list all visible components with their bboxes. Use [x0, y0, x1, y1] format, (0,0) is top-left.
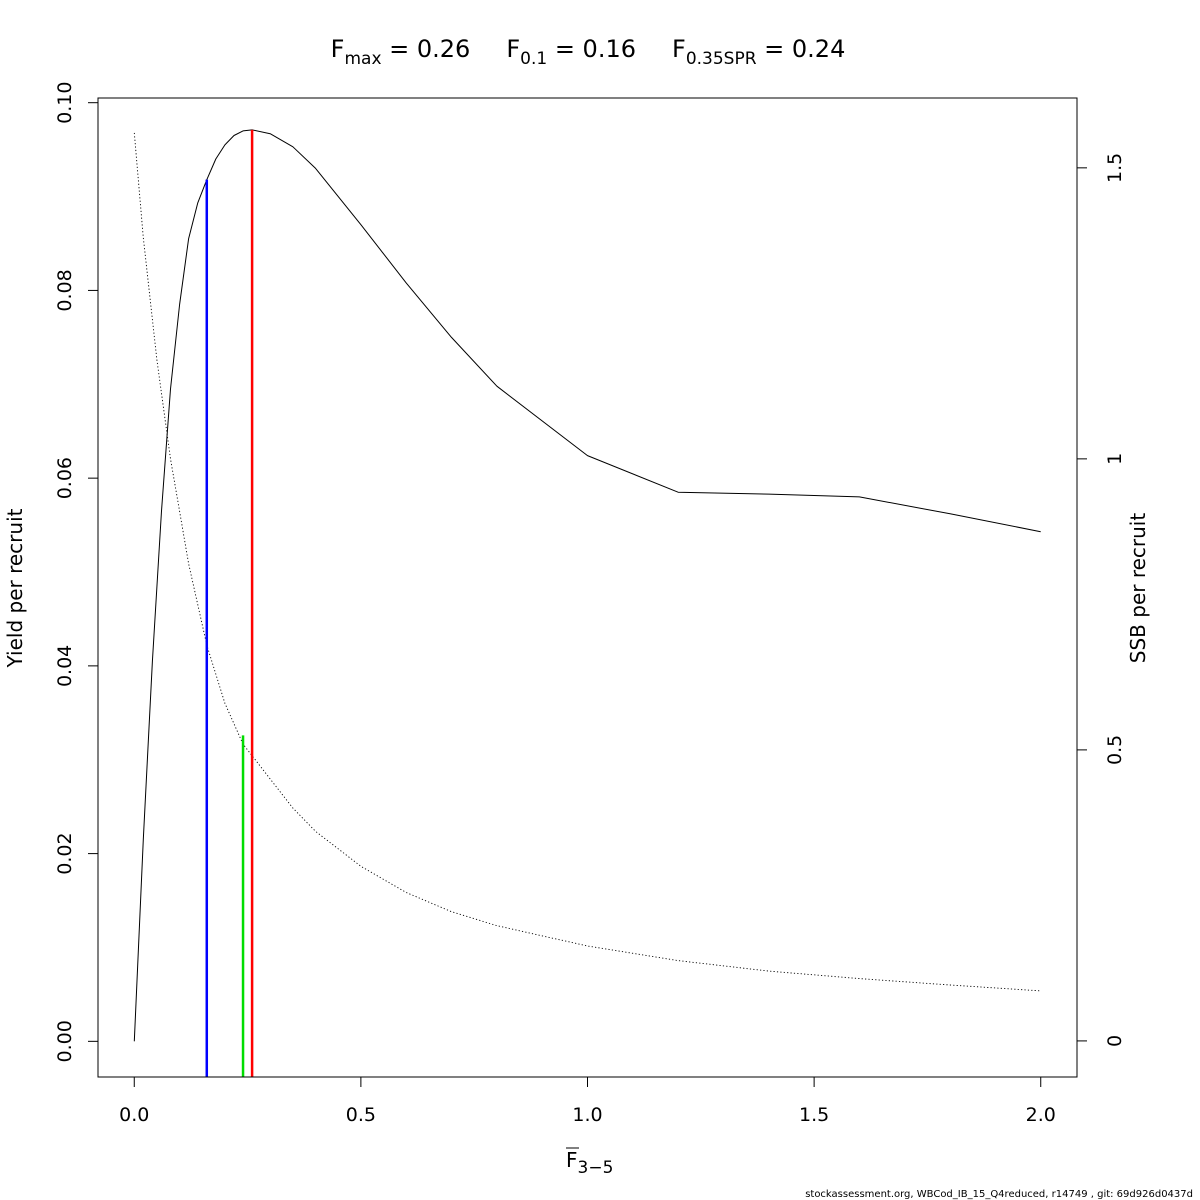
y-right-tick-label: 0.5	[1104, 735, 1126, 765]
title-part-2-main: F	[636, 35, 686, 63]
title-part-0-main: F	[331, 35, 345, 63]
x-axis-title-sub: 3−5	[578, 1158, 614, 1178]
plot-area	[133, 129, 1041, 1042]
y-left-tick-label: 0.08	[54, 269, 76, 311]
x-tick-label: 1.5	[799, 1104, 829, 1126]
x-tick-label: 0.0	[119, 1104, 149, 1126]
x-axis-title-main: F	[566, 1148, 578, 1172]
yield-per-recruit-curve	[133, 129, 1041, 1042]
ssb-per-recruit-curve	[133, 132, 1041, 992]
reference-lines	[205, 129, 254, 1077]
y-left-tick-label: 0.04	[54, 645, 76, 687]
svg-text:F3−5: F3−5	[566, 1148, 613, 1178]
title-part-1-sub: 0.1	[520, 49, 547, 69]
y-right-tick-label: 1.5	[1104, 153, 1126, 183]
y-axis-right: 0 0.5 1 1.5	[1076, 153, 1126, 1047]
y-left-tick-label: 0.10	[54, 82, 76, 124]
y-axis-left: 0.00 0.02 0.04 0.06 0.08 0.10	[54, 82, 99, 1062]
footer-credit: stockassessment.org, WBCod_IB_15_Q4reduc…	[805, 1189, 1193, 1200]
title-part-2-sub: 0.35SPR	[686, 49, 757, 69]
y-axis-left-title: Yield per recruit	[3, 508, 27, 668]
x-tick-label: 2.0	[1026, 1104, 1056, 1126]
x-tick-label: 0.5	[346, 1104, 376, 1126]
y-axis-right-title: SSB per recruit	[1126, 513, 1150, 664]
y-left-tick-label: 0.06	[54, 457, 76, 499]
title-part-0-sub: max	[344, 49, 381, 69]
title-part-2-value: = 0.24	[757, 35, 846, 63]
title-part-0-value: = 0.26	[382, 35, 471, 63]
x-tick-label: 1.0	[572, 1104, 602, 1126]
y-left-tick-label: 0.02	[54, 832, 76, 874]
y-right-tick-label: 1	[1104, 453, 1126, 465]
x-axis-title: F3−5	[566, 1147, 613, 1178]
x-axis: 0.0 0.5 1.0 1.5 2.0	[119, 1076, 1056, 1126]
y-right-tick-label: 0	[1104, 1035, 1126, 1047]
title-part-1-value: = 0.16	[547, 35, 636, 63]
chart-title: Fmax = 0.26 F0.1 = 0.16 F0.35SPR = 0.24	[331, 35, 846, 69]
title-part-1-main: F	[470, 35, 520, 63]
y-left-tick-label: 0.00	[54, 1020, 76, 1062]
plot-frame	[97, 97, 1078, 1078]
